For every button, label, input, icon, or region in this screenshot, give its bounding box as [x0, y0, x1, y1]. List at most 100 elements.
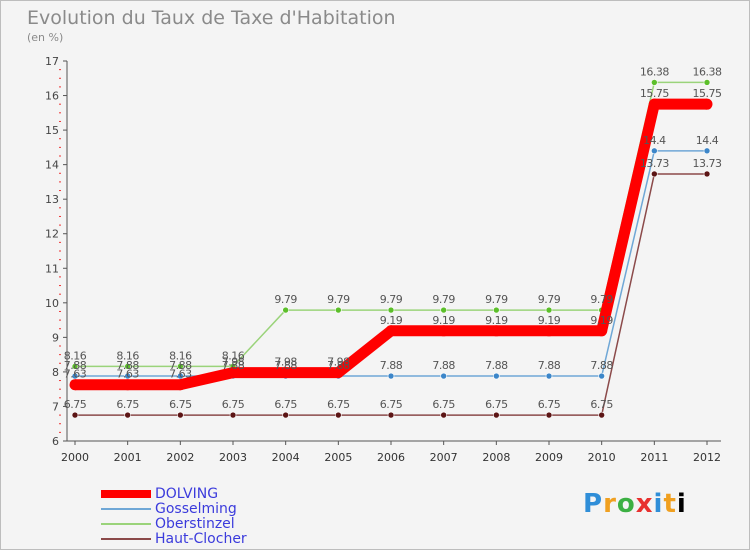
data-label-haut-clocher: 6.75: [432, 398, 455, 411]
data-label-oberstinzel: 9.79: [485, 293, 508, 306]
data-label-oberstinzel: 9.79: [274, 293, 297, 306]
y-tick-label: 17: [45, 55, 59, 68]
data-point-haut-clocher: [71, 411, 79, 419]
data-point-oberstinzel: [387, 306, 395, 314]
data-point-dolving: [332, 367, 344, 379]
x-tick-label: 2011: [640, 451, 668, 464]
y-tick-label: 7: [52, 400, 59, 413]
logo-letter: r: [603, 489, 617, 519]
data-point-dolving: [227, 367, 239, 379]
data-point-gosselming: [703, 147, 711, 155]
x-tick-label: 2005: [324, 451, 352, 464]
logo-letter: P: [583, 489, 604, 519]
legend-label-dolving: DOLVING: [155, 486, 219, 502]
x-tick-label: 2008: [482, 451, 510, 464]
data-label-oberstinzel: 16.38: [640, 65, 669, 78]
x-tick-label: 2009: [535, 451, 563, 464]
y-tick-label: 9: [52, 331, 59, 344]
data-label-dolving: 9.19: [432, 314, 455, 327]
data-point-oberstinzel: [651, 79, 658, 86]
proxiti-logo: Proxiti: [583, 489, 687, 519]
data-label-dolving: 9.19: [538, 314, 561, 327]
data-label-haut-clocher: 6.75: [274, 398, 297, 411]
data-point-oberstinzel: [124, 363, 131, 370]
data-label-gosselming: 7.88: [222, 359, 245, 372]
data-label-haut-clocher: 13.73: [693, 157, 722, 170]
data-point-dolving: [280, 367, 292, 379]
data-point-dolving: [438, 325, 450, 337]
data-point-dolving: [596, 325, 608, 337]
data-label-oberstinzel: 8.16: [116, 349, 139, 362]
data-point-oberstinzel: [282, 306, 289, 314]
data-label-oberstinzel: 9.79: [380, 293, 403, 306]
data-label-oberstinzel: 9.79: [590, 293, 613, 306]
x-tick-label: 2003: [219, 451, 247, 464]
data-label-oberstinzel: 8.16: [64, 349, 87, 362]
data-point-dolving: [174, 379, 186, 391]
data-label-dolving: 7.63: [169, 368, 192, 381]
data-point-haut-clocher: [177, 411, 184, 419]
x-tick-label: 2000: [61, 451, 89, 464]
y-tick-label: 6: [52, 435, 59, 448]
data-label-gosselming: 7.88: [327, 359, 350, 372]
data-label-gosselming: 7.88: [64, 359, 87, 372]
x-tick-label: 2006: [377, 451, 405, 464]
data-label-dolving: 7.63: [64, 368, 87, 381]
data-label-dolving: 7.98: [327, 356, 350, 369]
data-point-dolving: [543, 325, 555, 337]
legend-item-oberstinzel: Oberstinzel: [101, 516, 235, 532]
x-tick-label: 2002: [166, 451, 194, 464]
data-label-gosselming: 7.88: [274, 359, 297, 372]
data-point-haut-clocher: [387, 411, 395, 419]
data-label-dolving: 7.98: [274, 356, 297, 369]
legend-swatch-gosselming: [101, 508, 151, 510]
data-point-oberstinzel: [440, 306, 447, 314]
data-point-haut-clocher: [440, 411, 447, 419]
data-point-haut-clocher: [545, 411, 553, 419]
y-tick-label: 15: [45, 124, 59, 137]
data-point-dolving: [122, 379, 134, 391]
data-point-haut-clocher: [124, 411, 131, 419]
x-tick-label: 2012: [693, 451, 721, 464]
legend-item-haut-clocher: Haut-Clocher: [101, 531, 247, 547]
chart-units: (en %): [27, 31, 64, 44]
data-label-dolving: 15.75: [640, 87, 669, 100]
data-point-oberstinzel: [703, 79, 711, 86]
data-label-haut-clocher: 6.75: [169, 398, 192, 411]
logo-letter: x: [635, 489, 654, 519]
data-label-dolving: 7.98: [222, 356, 245, 369]
legend-item-gosselming: Gosselming: [101, 501, 237, 517]
data-point-gosselming: [440, 372, 447, 380]
data-point-gosselming: [493, 372, 500, 380]
data-point-gosselming: [545, 372, 553, 380]
data-label-gosselming: 7.88: [485, 359, 508, 372]
logo-letter: i: [676, 489, 687, 519]
data-point-haut-clocher: [598, 411, 605, 419]
data-label-haut-clocher: 6.75: [590, 398, 613, 411]
y-tick-label: 14: [45, 159, 59, 172]
data-label-gosselming: 7.88: [538, 359, 561, 372]
logo-letter: o: [616, 489, 636, 519]
data-label-dolving: 9.19: [590, 314, 613, 327]
data-label-gosselming: 7.88: [380, 359, 403, 372]
data-point-oberstinzel: [71, 363, 79, 370]
legend-label-oberstinzel: Oberstinzel: [155, 516, 235, 532]
data-point-dolving: [490, 325, 502, 337]
data-point-oberstinzel: [335, 306, 342, 314]
data-label-haut-clocher: 6.75: [380, 398, 403, 411]
data-point-oberstinzel: [493, 306, 500, 314]
data-point-dolving: [69, 379, 81, 391]
y-tick-label: 13: [45, 193, 59, 206]
y-tick-label: 8: [52, 366, 59, 379]
data-label-gosselming: 7.88: [432, 359, 455, 372]
data-point-dolving: [385, 325, 397, 337]
legend-swatch-haut-clocher: [101, 538, 151, 540]
y-tick-label: 10: [45, 297, 59, 310]
y-tick-label: 16: [45, 90, 59, 103]
data-label-haut-clocher: 6.75: [327, 398, 350, 411]
series-line-dolving: [75, 98, 707, 391]
data-label-oberstinzel: 9.79: [327, 293, 350, 306]
data-point-gosselming: [124, 372, 131, 380]
